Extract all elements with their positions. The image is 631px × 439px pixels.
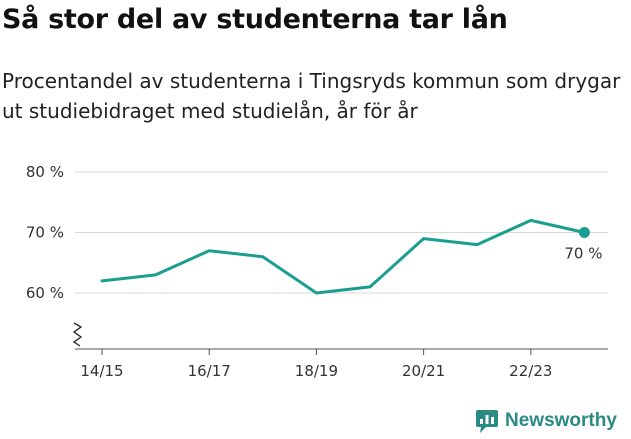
newsworthy-logo[interactable]: Newsworthy <box>475 408 617 434</box>
axis-break-icon <box>72 322 83 347</box>
brand-name: Newsworthy <box>505 410 617 431</box>
chart-subtitle: Procentandel av studenterna i Tingsryds … <box>2 69 621 123</box>
chart-title: Så stor del av studenterna tar lån <box>2 4 508 35</box>
y-tick-label: 60 % <box>26 284 64 302</box>
x-tick-label: 20/21 <box>402 362 445 380</box>
grid-lines <box>75 171 608 294</box>
x-tick-label: 14/15 <box>80 362 123 380</box>
x-axis: 14/15 16/17 18/19 20/21 22/23 <box>75 348 608 380</box>
y-axis: 60 % 70 % 80 % <box>26 163 83 347</box>
x-tick-label: 22/23 <box>509 362 552 380</box>
series-line <box>100 218 586 295</box>
x-tick-label: 16/17 <box>188 362 231 380</box>
last-point-marker <box>578 227 590 238</box>
y-tick-label: 70 % <box>26 224 64 242</box>
last-point-label: 70 % <box>564 245 602 263</box>
y-tick-label: 80 % <box>26 163 64 181</box>
x-tick-label: 18/19 <box>295 362 338 380</box>
newsworthy-icon <box>476 410 498 433</box>
series-layer: 70 % <box>100 218 603 295</box>
